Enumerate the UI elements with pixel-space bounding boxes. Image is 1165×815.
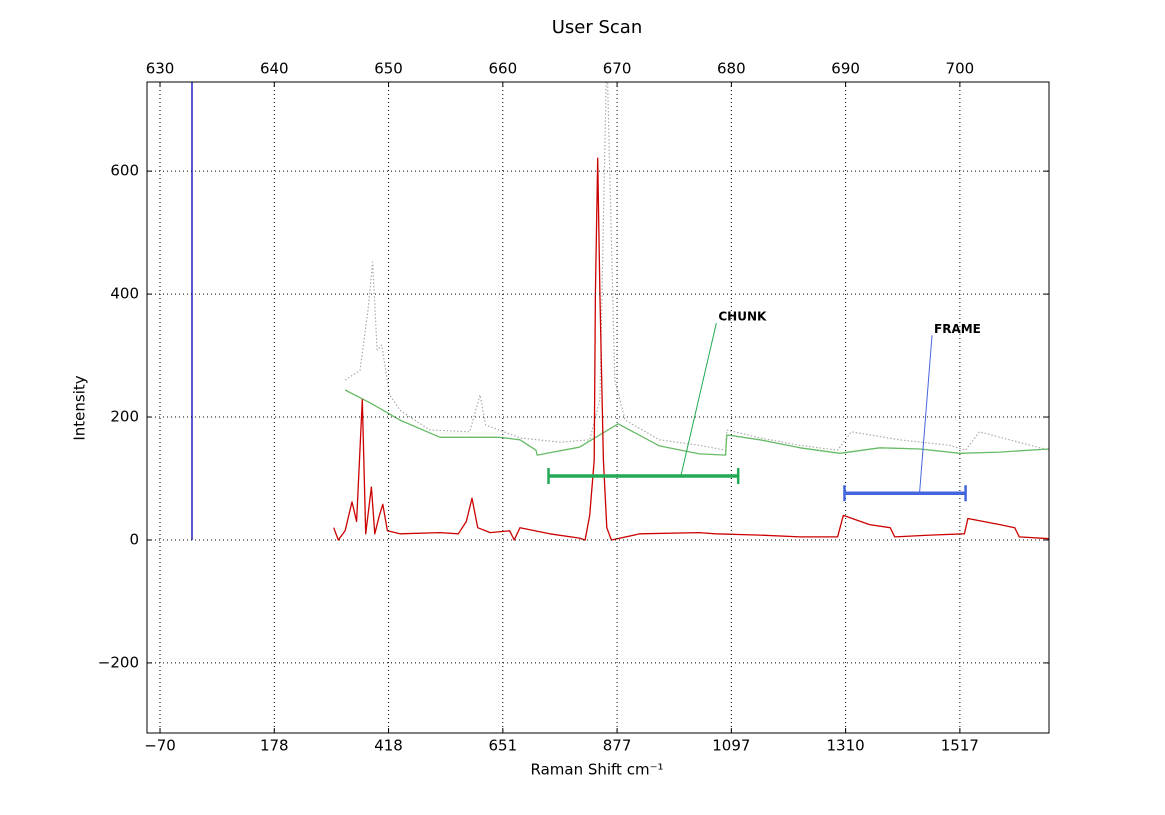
x2-tick-label: 640 <box>260 60 289 78</box>
x-tick-label: 1517 <box>941 737 979 755</box>
chart-title: User Scan <box>552 17 643 38</box>
x-tick-label: 1310 <box>827 737 865 755</box>
data-line <box>333 157 1049 541</box>
y-tick-label: 600 <box>110 162 139 180</box>
y-tick-label: −200 <box>98 653 139 671</box>
x-tick-label: 1097 <box>712 737 750 755</box>
x-tick-label: 877 <box>603 737 632 755</box>
plot-area <box>191 82 1049 541</box>
x-axis-label: Raman Shift cm⁻¹ <box>530 761 663 779</box>
plot-frame <box>146 81 1050 734</box>
x-tick-label: −70 <box>144 737 176 755</box>
x2-tick-label: 680 <box>717 60 746 78</box>
x2-tick-label: 660 <box>488 60 517 78</box>
x2-tick-label: 650 <box>374 60 403 78</box>
annotation-leader <box>919 335 933 494</box>
y-axis-label: Intensity <box>71 375 89 440</box>
x2-tick-label: 690 <box>831 60 860 78</box>
x2-tick-label: 670 <box>603 60 632 78</box>
y-tick-label: 200 <box>110 408 139 426</box>
y-tick-label: 400 <box>110 285 139 303</box>
x2-tick-label: 700 <box>946 60 975 78</box>
y-tick-label: 0 <box>129 530 139 548</box>
annotation-label: CHUNK <box>718 310 767 324</box>
x-tick-label: 651 <box>488 737 517 755</box>
data-line <box>344 82 1049 451</box>
data-line <box>344 389 1049 456</box>
x-tick-label: 178 <box>260 737 289 755</box>
annotation-leader <box>680 322 717 477</box>
x2-tick-label: 630 <box>146 60 175 78</box>
x-tick-label: 418 <box>374 737 403 755</box>
annotation-label: FRAME <box>934 322 981 336</box>
